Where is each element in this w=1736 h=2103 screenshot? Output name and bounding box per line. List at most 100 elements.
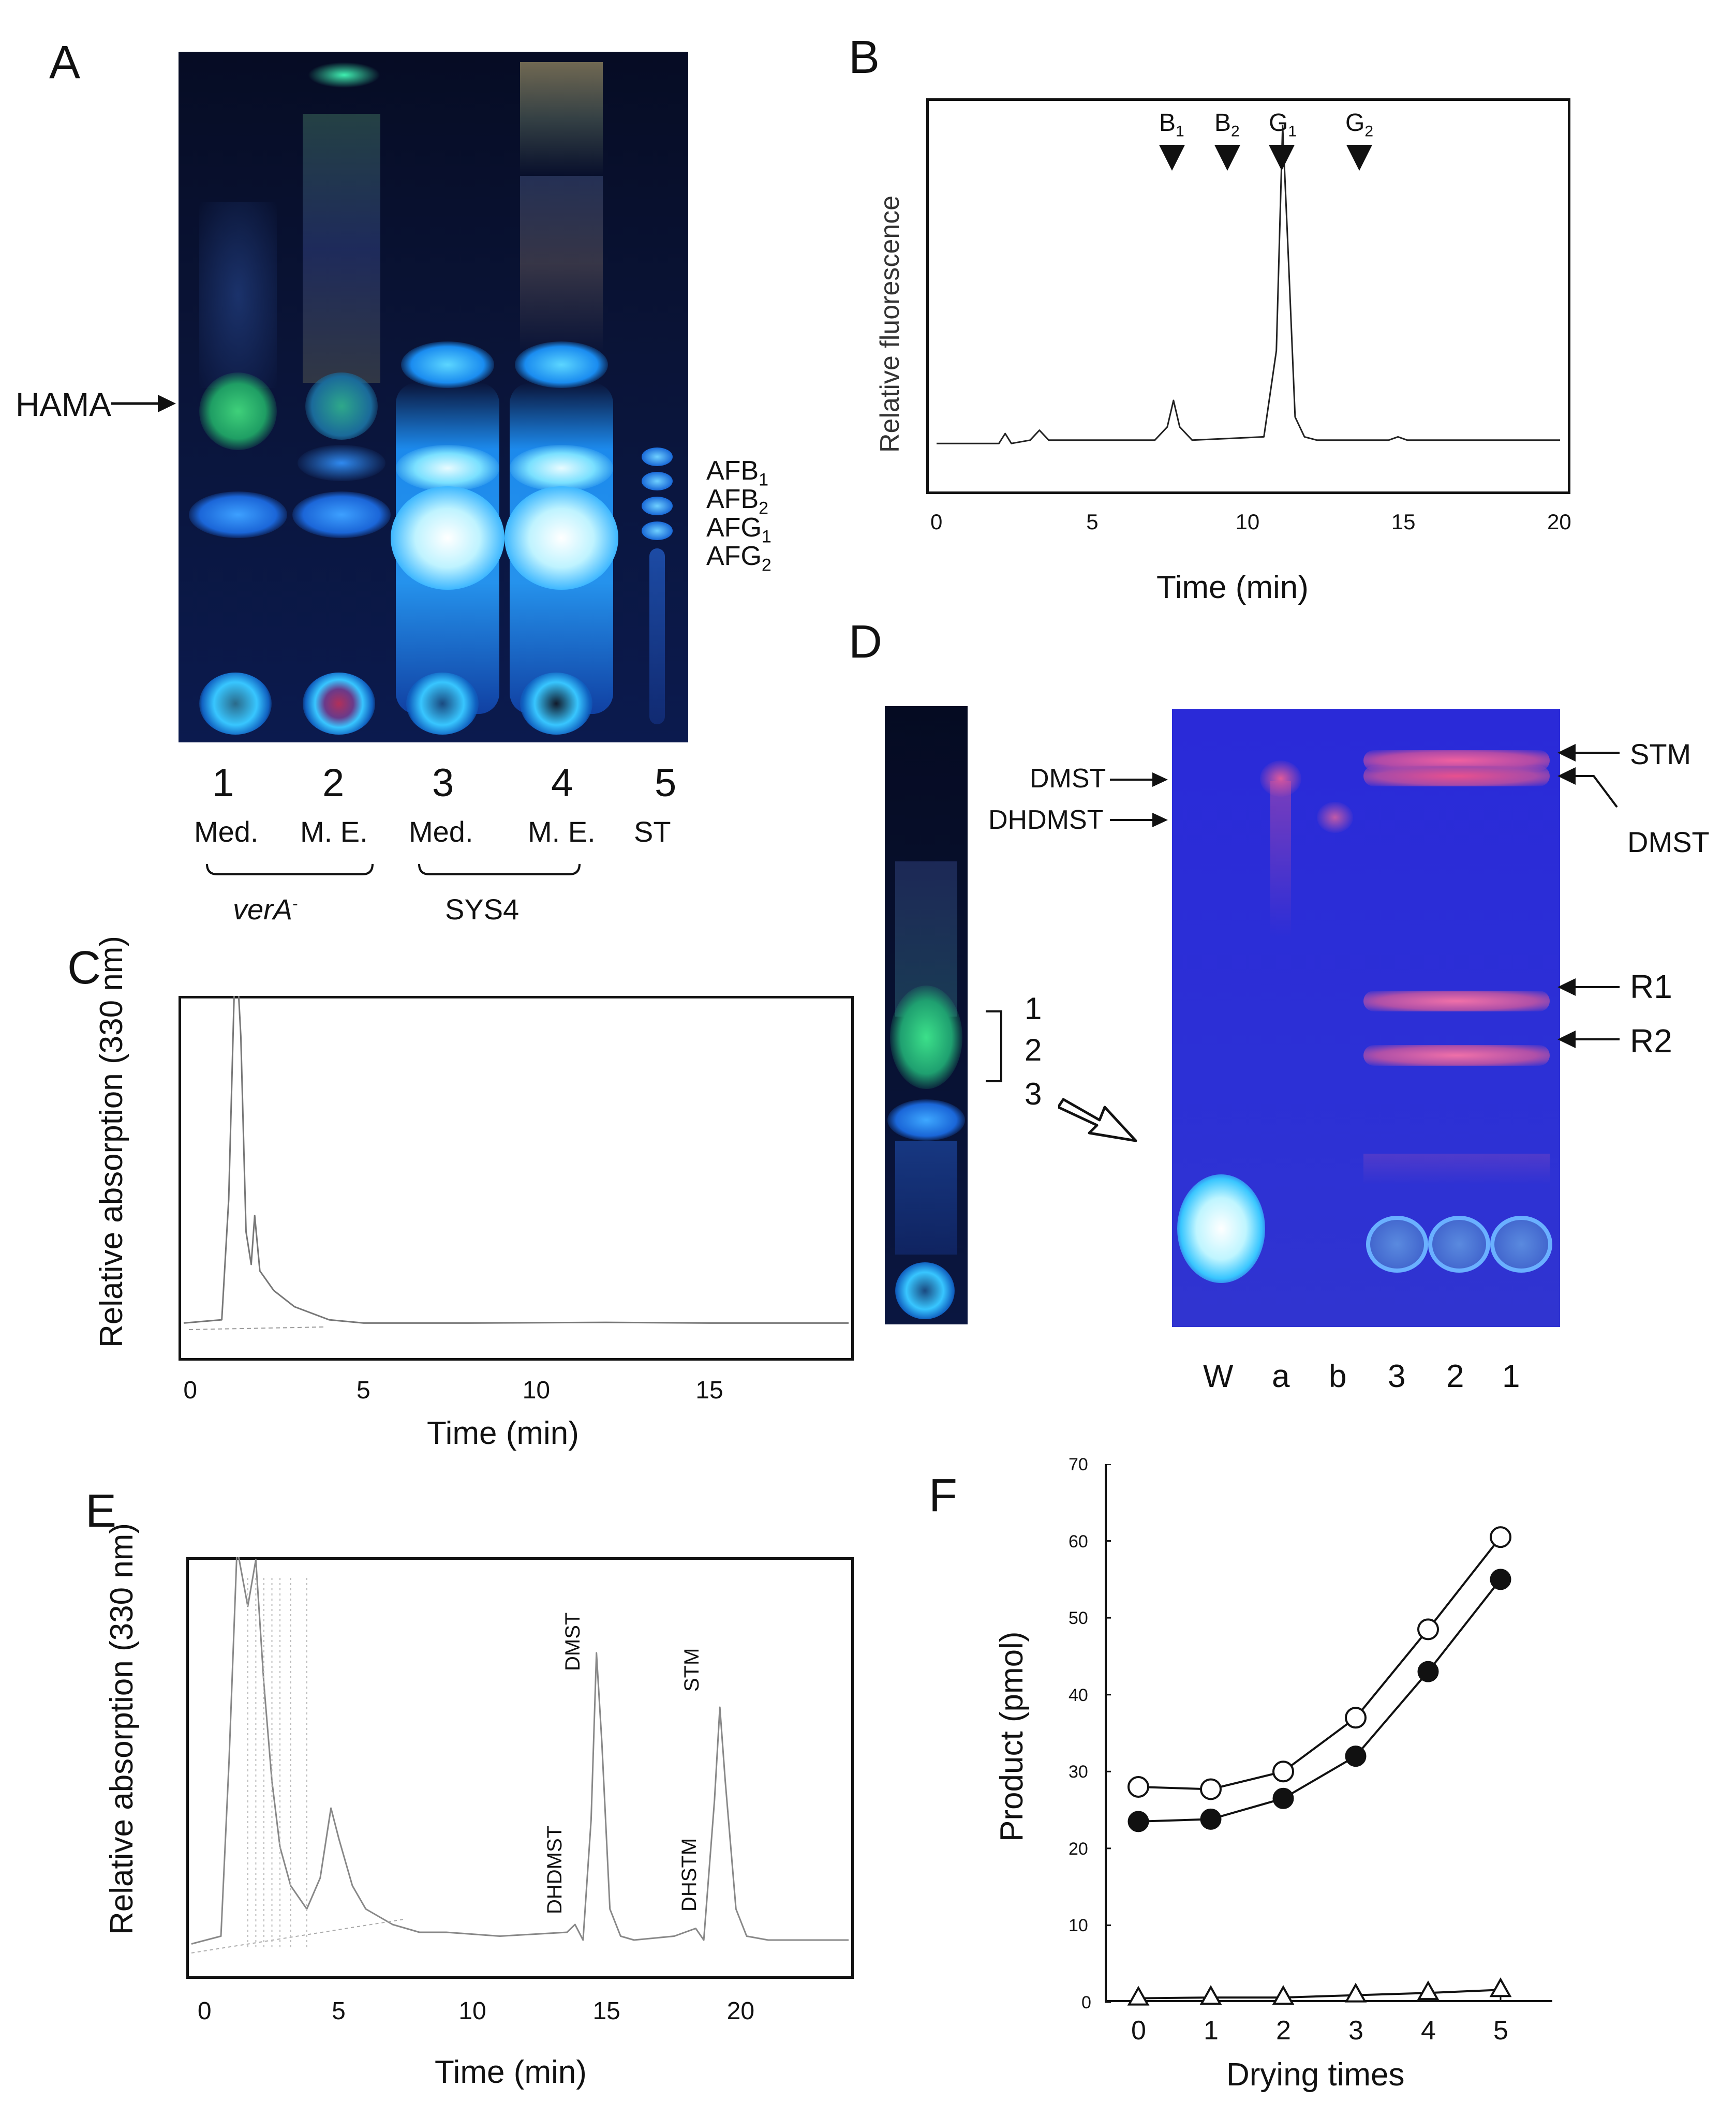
marker-arrow-b1-icon [1159, 145, 1185, 171]
lane-4-spots [505, 52, 618, 742]
right-label-r2: R2 [1630, 1022, 1672, 1060]
right-label-dmst: DMST [1627, 826, 1710, 858]
standard-label-afg2: AFG2 [706, 541, 771, 575]
chart-frame-f [1105, 1464, 1552, 2002]
marker-open-triangle [1199, 1985, 1222, 2005]
marker-filled-circle [1272, 1787, 1294, 1809]
xtick-e-15: 15 [592, 1997, 620, 2025]
hama-arrow-icon [111, 395, 176, 412]
right-label-r1: R1 [1630, 968, 1672, 1005]
lane-number-1: 1 [212, 761, 234, 805]
axis-ylabel-f: Product (pmol) [994, 1631, 1030, 1842]
lane-5-standards [634, 52, 680, 742]
marker-open-circle [1272, 1761, 1294, 1783]
group-label-sys4: SYS4 [445, 893, 520, 926]
group-label-vera: verA- [233, 893, 298, 926]
standard-label-afb2: AFB2 [706, 484, 769, 518]
marker-filled-circle [1345, 1746, 1367, 1767]
marker-arrow-b2-icon [1214, 145, 1240, 171]
chromatogram-c [183, 996, 849, 1330]
marker-open-triangle [1489, 1977, 1512, 1997]
axis-ylabel-e: Relative absorption (330 nm) [104, 1523, 140, 1935]
panel-label-d: D [849, 616, 882, 668]
series-line-f-0 [1138, 1536, 1502, 1791]
baseline-c [188, 1326, 324, 1330]
series-line [937, 125, 1560, 444]
xtick-b-15: 15 [1391, 510, 1416, 534]
marker-filled-circle [1490, 1569, 1511, 1590]
lane-sublabel-3: Med. [409, 815, 473, 848]
ytick-f-50: 50 [1069, 1608, 1088, 1629]
peak-label-dhdmst: DHDMST [543, 1825, 566, 1914]
open-arrow-icon [1058, 1098, 1137, 1142]
xtick-c-0: 0 [183, 1377, 198, 1404]
tlc-strip-d [885, 706, 968, 1324]
xtick-b-10: 10 [1235, 510, 1260, 534]
ytick-f-0: 0 [1081, 1993, 1091, 2012]
lane-3-spots [391, 52, 505, 742]
spot-w [1177, 1174, 1265, 1283]
axis-ylabel-b: Relative fluorescence [875, 195, 905, 453]
plate-lane-b: b [1329, 1359, 1347, 1394]
xtick-f-5: 5 [1493, 2016, 1508, 2046]
xtick-f-1: 1 [1204, 2016, 1219, 2046]
peak-label-dmst: DMST [561, 1612, 584, 1671]
axis-xlabel-b: Time (min) [1156, 570, 1309, 605]
chromatogram-e [191, 1557, 849, 1953]
panel-label-f: F [929, 1470, 957, 1522]
panel-label-e: E [85, 1485, 117, 1537]
plate-lane-2: 2 [1446, 1359, 1464, 1394]
marker-arrow-g1-icon [1269, 145, 1295, 171]
marker-arrow-g2-icon [1346, 145, 1372, 171]
marker-open-circle [1127, 1776, 1149, 1798]
plate-lane-1: 1 [1502, 1359, 1520, 1394]
left-label-dhdmst: DHDMST [988, 805, 1104, 835]
marker-open-triangle [1272, 1985, 1295, 2005]
series-line-f-1 [1138, 1578, 1502, 1823]
series-line [183, 996, 849, 1324]
tlc-plate-d [1172, 709, 1560, 1327]
marker-open-triangle [1344, 1982, 1367, 2003]
panel-label-c: C [67, 942, 101, 994]
ytick-f-20: 20 [1069, 1839, 1088, 1859]
lane-sublabel-4: M. E. [528, 815, 596, 848]
standard-label-afb1: AFB1 [706, 456, 769, 490]
xtick-c-10: 10 [522, 1377, 551, 1404]
plate-lane-a: a [1272, 1359, 1290, 1394]
axis-xlabel-f: Drying times [1226, 2057, 1405, 2093]
marker-filled-circle [1417, 1661, 1439, 1682]
ytick-f-60: 60 [1069, 1531, 1088, 1552]
marker-label-g1: G1 [1269, 109, 1297, 140]
marker-open-circle [1345, 1707, 1367, 1729]
bracket-number-1: 1 [1025, 991, 1042, 1026]
band-r2 [1363, 1045, 1550, 1066]
marker-label-g2: G2 [1345, 109, 1374, 140]
band-dmst [1363, 766, 1550, 786]
xtick-b-5: 5 [1086, 510, 1099, 534]
xtick-e-0: 0 [197, 1997, 212, 2025]
xtick-f-4: 4 [1421, 2016, 1436, 2046]
xtick-f-2: 2 [1276, 2016, 1291, 2046]
ytick-f-40: 40 [1069, 1685, 1088, 1705]
xtick-e-5: 5 [332, 1997, 346, 2025]
marker-open-triangle [1417, 1980, 1440, 2001]
plate-lane-w: W [1203, 1359, 1234, 1394]
lane-1-spots [189, 52, 287, 742]
xtick-f-3: 3 [1348, 2016, 1363, 2046]
plate-lane-3: 3 [1388, 1359, 1406, 1394]
ytick-f-30: 30 [1069, 1762, 1088, 1782]
panel-label-b: B [849, 32, 880, 83]
xtick-c-15: 15 [695, 1377, 723, 1404]
marker-open-circle [1417, 1618, 1439, 1640]
peak-label-stm: STM [680, 1648, 703, 1692]
xtick-b-0: 0 [930, 510, 943, 534]
left-label-dmst: DMST [1030, 764, 1106, 794]
spot-std-b [1317, 802, 1353, 833]
xtick-e-10: 10 [458, 1997, 486, 2025]
lane-number-4: 4 [551, 761, 573, 805]
chart-frame-e [186, 1557, 854, 1979]
lane-number-5: 5 [655, 761, 677, 805]
marker-label-b2: B2 [1214, 109, 1240, 140]
panel-label-a: A [49, 37, 81, 88]
lane-sublabel-2: M. E. [300, 815, 368, 848]
